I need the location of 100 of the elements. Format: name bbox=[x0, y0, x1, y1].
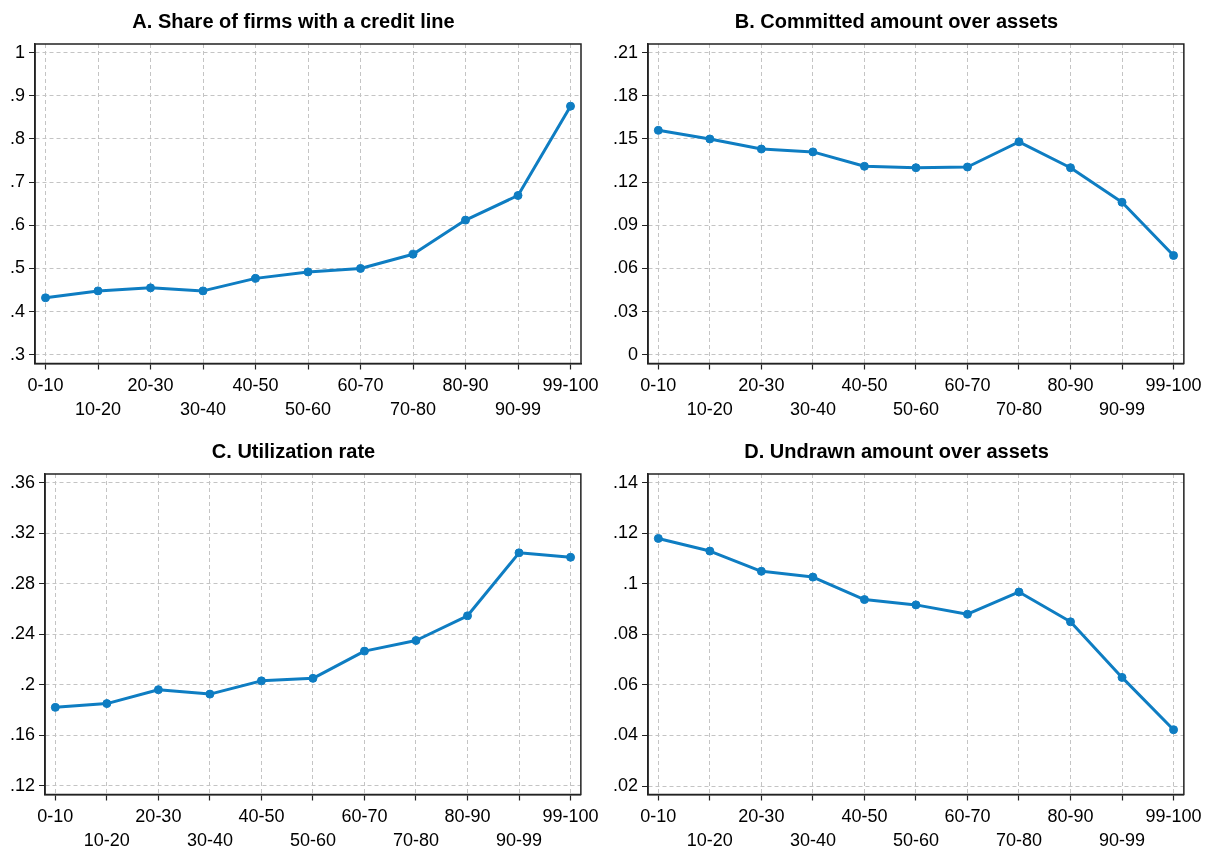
point bbox=[1117, 672, 1127, 682]
x-tick-label: 40-50 bbox=[841, 374, 888, 395]
x-tick-label: 99-100 bbox=[542, 374, 599, 395]
x-tick-label: 90-99 bbox=[1099, 398, 1146, 419]
point bbox=[1169, 251, 1179, 260]
x-tick-label: 50-60 bbox=[892, 398, 939, 419]
y-tick-label: .16 bbox=[9, 724, 36, 745]
point bbox=[93, 286, 103, 296]
point bbox=[153, 685, 163, 695]
point bbox=[653, 533, 663, 543]
y-tick-label: .6 bbox=[10, 214, 26, 235]
x-tick-label: 50-60 bbox=[289, 829, 336, 850]
y-tick-label: .14 bbox=[612, 471, 639, 492]
chart-title: D. Undrawn amount over assets bbox=[744, 439, 1049, 462]
y-tick-label: .06 bbox=[612, 673, 639, 694]
y-tick-label: .09 bbox=[612, 214, 639, 235]
point bbox=[411, 636, 421, 646]
point bbox=[705, 546, 715, 556]
x-tick-label: 20-30 bbox=[127, 374, 174, 395]
x-tick-label: 60-70 bbox=[341, 805, 388, 826]
x-tick-label: 0-10 bbox=[27, 374, 64, 395]
point bbox=[205, 689, 215, 699]
point bbox=[359, 646, 369, 656]
x-tick-label: 80-90 bbox=[1047, 374, 1094, 395]
point bbox=[1066, 163, 1076, 173]
x-tick-label: 20-30 bbox=[135, 805, 182, 826]
y-tick-label: .21 bbox=[612, 41, 639, 62]
x-tick-label: 99-100 bbox=[1145, 805, 1202, 826]
y-tick-label: .8 bbox=[10, 127, 26, 148]
y-tick-label: .03 bbox=[612, 300, 639, 321]
chart-title: C. Utilization rate bbox=[211, 439, 376, 462]
x-tick-label: 10-20 bbox=[83, 829, 130, 850]
point bbox=[461, 215, 470, 225]
x-tick-label: 20-30 bbox=[738, 374, 785, 395]
point bbox=[303, 267, 313, 277]
x-tick-label: 70-80 bbox=[995, 398, 1043, 419]
point bbox=[756, 566, 766, 576]
point bbox=[962, 609, 972, 619]
x-tick-label: 40-50 bbox=[238, 805, 285, 826]
y-tick-label: .12 bbox=[612, 522, 639, 543]
x-tick-label: 60-70 bbox=[337, 374, 384, 395]
x-tick-label: 80-90 bbox=[1047, 805, 1094, 826]
y-tick-label: .4 bbox=[10, 300, 26, 321]
point bbox=[1066, 617, 1076, 627]
x-tick-label: 70-80 bbox=[995, 829, 1043, 850]
x-tick-label: 99-100 bbox=[1145, 374, 1202, 395]
x-tick-label: 60-70 bbox=[944, 805, 991, 826]
point bbox=[1014, 137, 1024, 147]
y-tick-label: .28 bbox=[9, 572, 36, 593]
y-tick-label: .32 bbox=[9, 522, 36, 543]
x-tick-label: 0-10 bbox=[37, 805, 74, 826]
point bbox=[513, 191, 523, 200]
x-tick-label: 20-30 bbox=[738, 805, 785, 826]
y-tick-label: .15 bbox=[612, 127, 639, 148]
point bbox=[198, 286, 208, 296]
y-tick-label: .2 bbox=[20, 673, 36, 694]
point bbox=[41, 293, 51, 303]
chart-title: A. Share of firms with a credit line bbox=[132, 9, 455, 32]
point bbox=[705, 134, 715, 144]
point bbox=[566, 101, 575, 111]
point bbox=[102, 699, 112, 709]
y-tick-label: .1 bbox=[623, 572, 639, 593]
x-tick-label: 30-40 bbox=[186, 829, 233, 850]
y-tick-label: 1 bbox=[15, 41, 26, 62]
y-tick-label: .9 bbox=[10, 84, 26, 105]
point bbox=[859, 595, 869, 605]
point bbox=[463, 611, 473, 621]
x-tick-label: 99-100 bbox=[542, 805, 599, 826]
point bbox=[962, 162, 972, 172]
x-tick-label: 50-60 bbox=[892, 829, 939, 850]
y-tick-label: .3 bbox=[10, 343, 26, 364]
y-tick-label: .18 bbox=[612, 84, 639, 105]
point bbox=[50, 702, 60, 712]
x-tick-label: 50-60 bbox=[284, 398, 332, 419]
point bbox=[1117, 197, 1127, 207]
x-tick-label: 60-70 bbox=[944, 374, 991, 395]
point bbox=[1014, 587, 1024, 597]
y-tick-label: .04 bbox=[612, 724, 639, 745]
x-tick-label: 90-99 bbox=[496, 829, 543, 850]
x-tick-label: 0-10 bbox=[640, 805, 677, 826]
y-tick-label: .5 bbox=[10, 257, 26, 278]
point bbox=[256, 676, 266, 686]
point bbox=[859, 161, 869, 171]
y-tick-label: .06 bbox=[612, 257, 639, 278]
point bbox=[408, 249, 418, 259]
y-tick-label: .12 bbox=[9, 774, 36, 795]
x-tick-label: 40-50 bbox=[841, 805, 888, 826]
x-tick-label: 70-80 bbox=[392, 829, 440, 850]
point bbox=[308, 673, 318, 683]
x-tick-label: 10-20 bbox=[686, 829, 733, 850]
y-tick-label: .02 bbox=[612, 775, 639, 796]
point bbox=[356, 263, 366, 273]
x-tick-label: 30-40 bbox=[789, 398, 836, 419]
x-tick-label: 30-40 bbox=[789, 829, 836, 850]
y-tick-label: .7 bbox=[10, 171, 26, 192]
x-tick-label: 90-99 bbox=[1099, 829, 1146, 850]
x-tick-label: 10-20 bbox=[686, 398, 733, 419]
x-tick-label: 10-20 bbox=[74, 398, 122, 419]
point bbox=[911, 163, 921, 173]
point bbox=[514, 548, 524, 558]
